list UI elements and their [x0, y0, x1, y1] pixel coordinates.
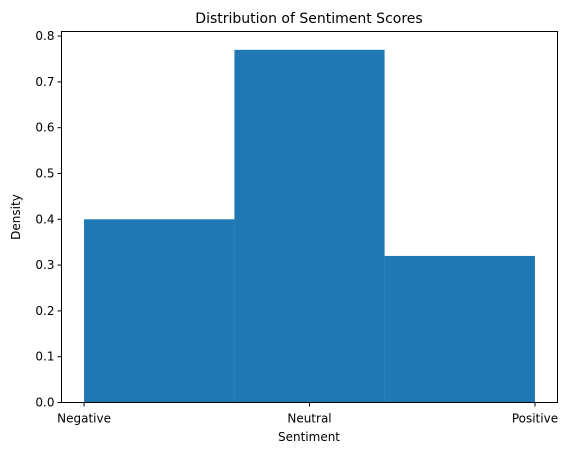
y-axis-label: Density — [9, 194, 23, 240]
x-axis-ticks: Negative Neutral Positive — [57, 402, 558, 426]
y-tick-label: 0.1 — [35, 350, 54, 364]
y-tick-label: 0.2 — [35, 304, 54, 318]
y-tick-label: 0.8 — [35, 29, 54, 43]
chart-title: Distribution of Sentiment Scores — [195, 11, 422, 27]
y-tick-label: 0.6 — [35, 121, 54, 135]
y-tick-label: 0.7 — [35, 75, 54, 89]
y-tick-label: 0.3 — [35, 258, 54, 272]
histogram-bar-3 — [384, 255, 535, 403]
histogram-bar-1 — [84, 219, 235, 403]
plot-frame — [61, 31, 558, 403]
histogram-bar-2 — [234, 49, 385, 403]
y-tick-label: 0.5 — [35, 166, 54, 180]
y-axis-ticks: 0.0 0.1 0.2 0.3 0.4 0.5 0.6 0.7 0.8 — [35, 29, 62, 410]
x-tick-label: Positive — [512, 412, 558, 426]
x-axis-label: Sentiment — [278, 430, 340, 444]
x-tick-label: Neutral — [287, 412, 331, 426]
y-tick-label: 0.4 — [35, 212, 54, 226]
x-tick-label: Negative — [57, 412, 111, 426]
bars-group — [84, 49, 535, 403]
y-tick-label: 0.0 — [35, 396, 54, 410]
